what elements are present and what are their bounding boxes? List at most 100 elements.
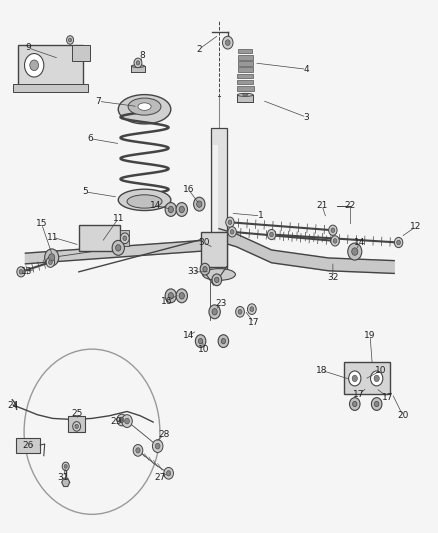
Bar: [237, 86, 254, 91]
Circle shape: [348, 243, 362, 260]
Ellipse shape: [131, 65, 145, 67]
Circle shape: [62, 462, 69, 471]
Text: 23: 23: [215, 300, 227, 308]
Circle shape: [17, 266, 25, 277]
Circle shape: [165, 289, 177, 303]
Circle shape: [267, 229, 276, 240]
Ellipse shape: [118, 189, 171, 211]
Text: 4: 4: [304, 65, 309, 74]
Circle shape: [125, 418, 129, 424]
Circle shape: [195, 335, 206, 348]
Circle shape: [397, 240, 400, 245]
Text: 16: 16: [161, 297, 172, 305]
Circle shape: [120, 417, 124, 423]
Ellipse shape: [138, 103, 151, 110]
Text: 3: 3: [304, 113, 310, 122]
Text: 16: 16: [183, 185, 194, 193]
Circle shape: [250, 307, 254, 311]
Bar: [120, 230, 129, 246]
Circle shape: [270, 232, 273, 237]
Text: 8: 8: [139, 52, 145, 60]
Circle shape: [121, 419, 123, 421]
Circle shape: [25, 54, 44, 77]
FancyBboxPatch shape: [79, 225, 120, 251]
Circle shape: [247, 304, 256, 314]
Text: 2: 2: [197, 45, 202, 53]
Circle shape: [152, 440, 163, 453]
Ellipse shape: [127, 195, 162, 208]
Circle shape: [200, 263, 210, 275]
Text: 5: 5: [82, 188, 88, 196]
Circle shape: [46, 257, 55, 268]
Circle shape: [218, 335, 229, 348]
Text: 18: 18: [316, 366, 328, 375]
Text: 14: 14: [183, 332, 194, 340]
Circle shape: [133, 445, 143, 456]
Bar: [131, 66, 145, 72]
Text: 30: 30: [198, 238, 209, 247]
Circle shape: [350, 398, 360, 410]
Text: 12: 12: [410, 222, 422, 231]
Circle shape: [179, 293, 184, 299]
Polygon shape: [25, 240, 210, 264]
Polygon shape: [219, 229, 394, 273]
Text: 31: 31: [58, 473, 69, 481]
Circle shape: [228, 220, 232, 224]
Text: 32: 32: [327, 273, 339, 281]
Circle shape: [112, 240, 124, 255]
Circle shape: [120, 233, 129, 244]
Bar: [237, 67, 253, 72]
Bar: [237, 95, 253, 102]
Text: 21: 21: [316, 201, 328, 209]
Text: 17: 17: [382, 393, 393, 401]
Circle shape: [352, 248, 358, 255]
Circle shape: [155, 443, 160, 449]
Circle shape: [19, 270, 23, 274]
FancyBboxPatch shape: [344, 362, 390, 394]
Circle shape: [331, 228, 335, 232]
Bar: [13, 84, 88, 92]
Circle shape: [236, 306, 244, 317]
Text: 9: 9: [25, 44, 32, 52]
Circle shape: [226, 217, 234, 228]
Circle shape: [176, 203, 187, 216]
Circle shape: [67, 36, 74, 44]
Text: 24: 24: [7, 401, 19, 409]
Circle shape: [230, 230, 234, 234]
Circle shape: [123, 236, 127, 241]
Circle shape: [197, 201, 202, 207]
Circle shape: [164, 467, 173, 479]
Text: 22: 22: [345, 201, 356, 209]
Ellipse shape: [118, 94, 171, 124]
Circle shape: [353, 401, 357, 407]
Text: 26: 26: [23, 441, 34, 449]
Ellipse shape: [128, 98, 161, 115]
Circle shape: [168, 293, 173, 299]
Circle shape: [226, 40, 230, 45]
Circle shape: [120, 417, 124, 423]
Text: 11: 11: [47, 233, 58, 241]
FancyBboxPatch shape: [68, 416, 85, 432]
Circle shape: [49, 254, 55, 261]
Circle shape: [166, 471, 171, 476]
Circle shape: [168, 206, 173, 213]
Circle shape: [203, 266, 207, 272]
Circle shape: [209, 305, 220, 319]
Bar: [238, 49, 252, 53]
Circle shape: [371, 371, 383, 386]
Circle shape: [349, 371, 361, 386]
Circle shape: [176, 289, 187, 303]
Bar: [238, 61, 253, 66]
Circle shape: [116, 245, 121, 251]
Circle shape: [223, 36, 233, 49]
Circle shape: [73, 422, 81, 431]
Text: 1: 1: [258, 212, 264, 220]
Polygon shape: [62, 478, 70, 487]
Circle shape: [212, 309, 217, 315]
Text: 11: 11: [113, 214, 124, 223]
Circle shape: [374, 375, 379, 382]
Text: 17: 17: [248, 318, 260, 327]
Circle shape: [68, 38, 72, 42]
Text: 25: 25: [71, 409, 82, 417]
FancyBboxPatch shape: [16, 438, 40, 453]
